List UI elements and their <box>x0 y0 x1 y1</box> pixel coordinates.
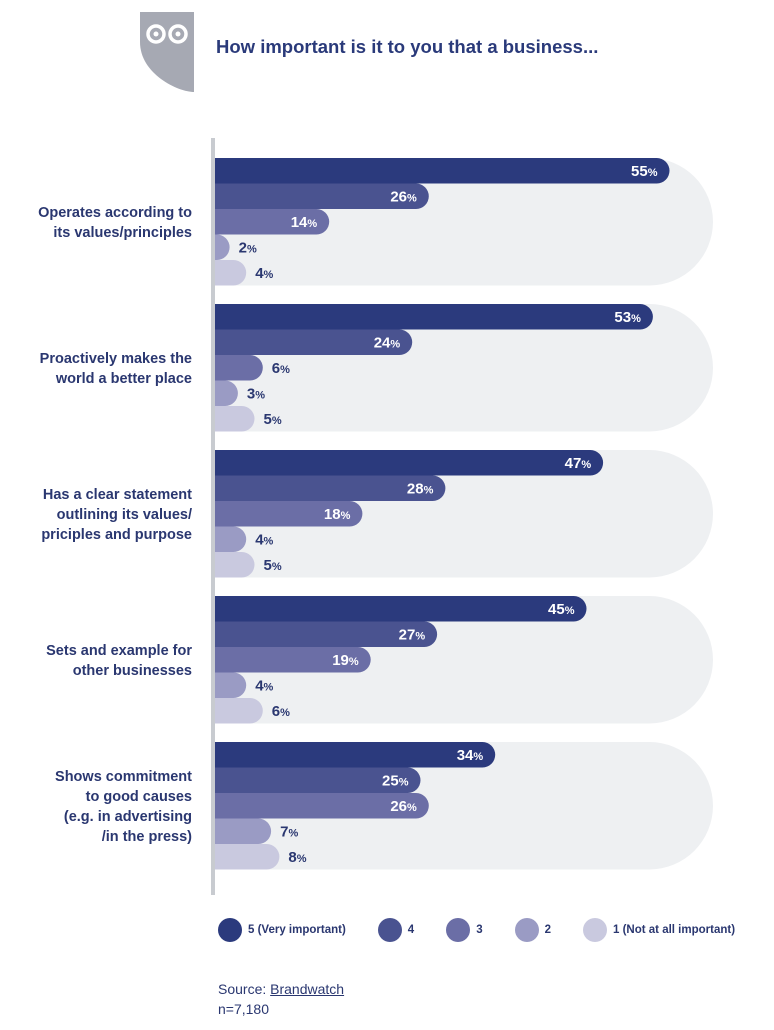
bar-value-label: 4% <box>255 677 273 694</box>
legend-swatch <box>446 918 471 942</box>
bar-value-label: 26% <box>390 188 417 205</box>
bar-value-label: 4% <box>255 531 273 548</box>
bar <box>213 698 263 724</box>
bar <box>213 767 421 793</box>
source-label: Source: <box>218 981 267 997</box>
legend-swatch <box>583 918 607 942</box>
bar <box>213 621 438 647</box>
category-label: to good causes <box>86 789 192 805</box>
bar <box>213 406 255 432</box>
bar-value-label: 28% <box>407 480 434 497</box>
legend: 5 (Very important) 4 3 2 1 (Not at all impor… <box>218 918 735 942</box>
source-link[interactable]: Brandwatch <box>270 981 345 997</box>
bar-value-label: 5% <box>264 411 282 428</box>
bar <box>213 304 653 330</box>
legend-item: 4 <box>377 918 415 942</box>
category-label: outlining its values/ <box>57 507 192 523</box>
bar-value-label: 8% <box>288 849 306 866</box>
category-label: /in the press) <box>102 829 192 845</box>
bar-value-label: 26% <box>390 798 417 815</box>
bar <box>213 647 371 673</box>
bar <box>213 329 413 355</box>
bar-value-label: 7% <box>280 823 298 840</box>
legend-label: 5 (Very important) <box>248 924 346 936</box>
bar <box>213 844 280 870</box>
bar <box>213 234 230 260</box>
bar-value-label: 53% <box>614 309 641 326</box>
bar <box>213 596 587 622</box>
bar <box>213 818 272 844</box>
legend-label: 4 <box>407 924 415 936</box>
category-label: Shows commitment <box>55 769 192 785</box>
legend-item: 2 <box>514 918 551 942</box>
legend-item: 1 (Not at all important) <box>583 918 735 942</box>
owl-logo-icon <box>140 12 194 92</box>
legend-item: 3 <box>446 918 483 942</box>
source-note: Source: Brandwatch n=7,180 <box>218 979 344 1019</box>
legend-label: 2 <box>544 924 551 936</box>
bar-value-label: 6% <box>272 360 290 377</box>
legend-swatch <box>514 918 539 942</box>
bar-value-label: 34% <box>457 747 484 764</box>
category-label: its values/principles <box>53 225 192 241</box>
bar <box>213 742 496 768</box>
legend-item: 5 (Very important) <box>218 918 346 942</box>
bar <box>213 793 429 819</box>
category-label: world a better place <box>55 371 192 387</box>
bar <box>213 526 247 552</box>
bar-value-label: 2% <box>239 239 257 256</box>
bar-value-label: 6% <box>272 703 290 720</box>
bar <box>213 380 238 406</box>
bar-value-label: 27% <box>399 626 426 643</box>
bar-value-label: 47% <box>565 455 592 472</box>
bar-value-label: 3% <box>247 385 265 402</box>
bar <box>213 209 330 235</box>
chart-title: How important is it to you that a busine… <box>216 36 599 57</box>
bar-value-label: 5% <box>264 557 282 574</box>
bar <box>213 183 429 209</box>
category-label: Sets and example for <box>46 643 192 659</box>
legend-swatch <box>218 918 242 942</box>
bar-value-label: 14% <box>291 214 318 231</box>
bar-value-label: 18% <box>324 506 351 523</box>
bar <box>213 158 670 184</box>
bar <box>213 260 247 286</box>
bar-value-label: 4% <box>255 265 273 282</box>
bar-value-label: 45% <box>548 601 575 618</box>
category-label: priciples and purpose <box>41 527 192 543</box>
category-label: other businesses <box>73 663 192 679</box>
bar <box>213 501 363 527</box>
sample-size: n=7,180 <box>218 1001 269 1017</box>
bar-value-label: 19% <box>332 652 359 669</box>
legend-swatch <box>377 918 402 942</box>
bar <box>213 672 247 698</box>
bar-value-label: 25% <box>382 772 409 789</box>
bar <box>213 355 263 381</box>
bar-value-label: 55% <box>631 163 658 180</box>
category-label: Proactively makes the <box>40 351 192 367</box>
legend-label: 1 (Not at all important) <box>613 924 736 936</box>
bar-value-label: 24% <box>374 334 401 351</box>
category-label: Operates according to <box>38 205 192 221</box>
bar <box>213 450 604 476</box>
bar <box>213 475 446 501</box>
category-label: Has a clear statement <box>43 487 192 503</box>
legend-label: 3 <box>476 924 483 936</box>
category-label: (e.g. in advertising <box>64 809 192 825</box>
bar <box>213 552 255 578</box>
